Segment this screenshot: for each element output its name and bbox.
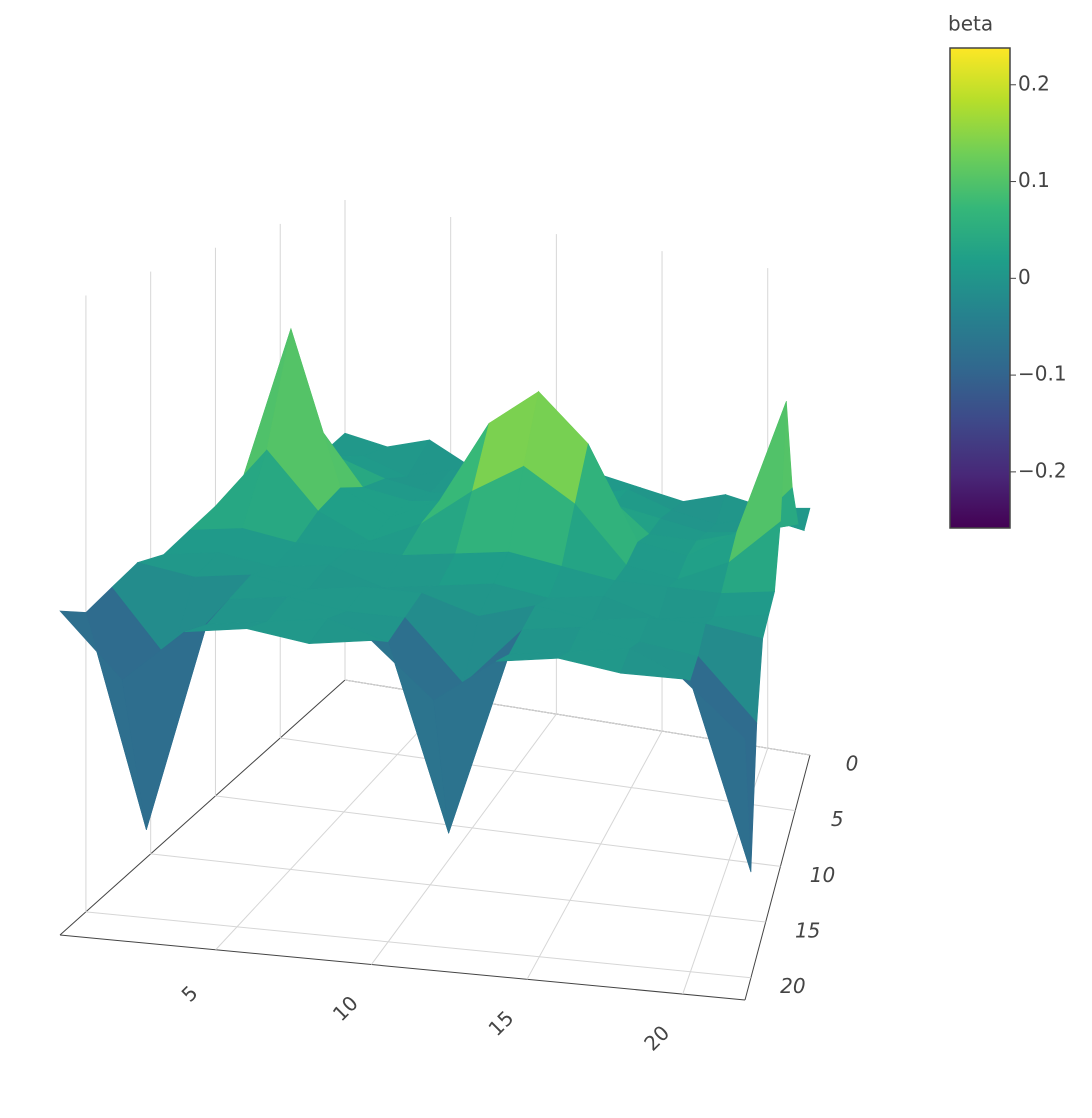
colorbar-tick-label: 0 [1018,265,1031,289]
y-tick-label: 5 [831,807,844,831]
grid-line [215,795,781,867]
surface-cell [557,648,631,674]
grid-line [526,730,663,980]
grid-line [150,853,766,923]
colorbar-tick-label: 0.2 [1018,71,1050,95]
scene [59,200,811,1001]
x-tick-label: 20 [639,1021,674,1056]
surface-cell [713,591,775,618]
y-tick-label: 20 [780,974,805,998]
grid-line [370,713,557,965]
colorbar-tick-label: 0.1 [1018,168,1050,192]
surface-cell [682,678,752,873]
axis-edge [59,679,346,936]
y-tick-label: 15 [795,919,820,943]
colorbar [949,47,1011,529]
axis-edge [744,754,811,1001]
grid-line [215,696,452,951]
grid-line [280,737,796,812]
x-tick-label: 5 [177,981,203,1007]
y-tick-label: 0 [846,752,859,776]
colorbar-title: beta [948,12,993,36]
x-tick-label: 10 [328,991,363,1026]
colorbar-tick-label: −0.1 [1018,362,1067,386]
y-tick-label: 10 [810,863,835,887]
grid-line [85,911,751,979]
x-tick-label: 15 [484,1006,519,1041]
colorbar-tick-label: −0.2 [1018,458,1067,482]
axis-edge [59,934,746,1001]
